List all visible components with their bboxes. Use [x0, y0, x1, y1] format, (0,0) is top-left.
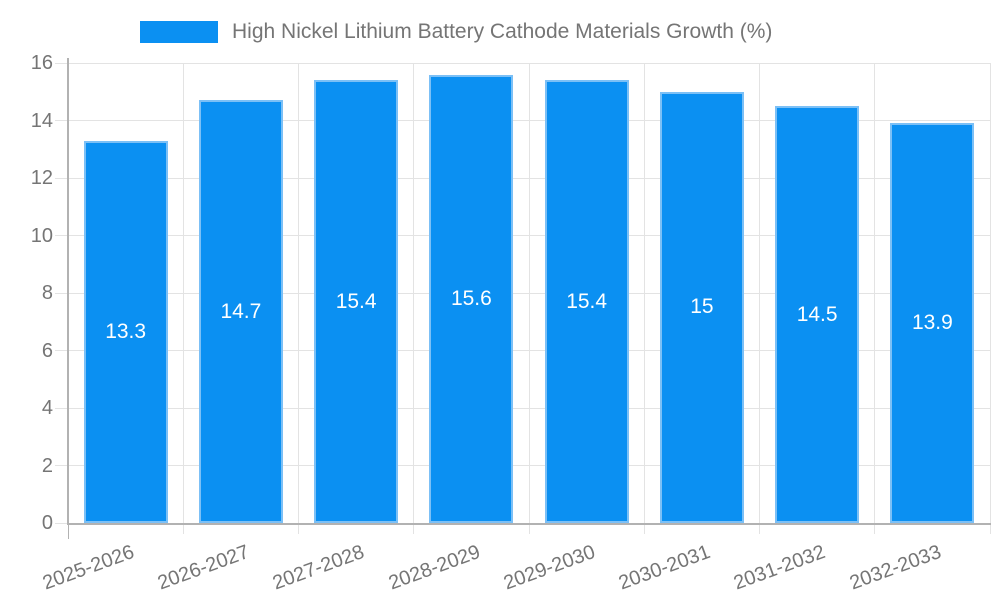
y-tick-mark [55, 235, 68, 236]
x-tick-label: 2031-2032 [731, 541, 829, 595]
x-tick-mark [413, 523, 415, 534]
x-tick-mark [759, 523, 760, 534]
y-tick-label: 2 [41, 454, 53, 477]
x-gridline [182, 63, 184, 523]
y-tick-mark [55, 120, 68, 121]
x-gridline [298, 63, 299, 523]
x-tick-mark [67, 523, 69, 539]
x-tick-mark [874, 523, 876, 534]
x-gridline [528, 63, 530, 523]
x-tick-mark [298, 523, 299, 534]
bar[interactable]: 15.6 [429, 74, 514, 523]
y-tick-mark [55, 177, 68, 179]
x-gridline [413, 63, 415, 523]
x-tick-mark [643, 523, 645, 534]
bar[interactable]: 14.5 [775, 106, 860, 523]
y-tick-label: 0 [41, 512, 53, 534]
y-tick-label: 4 [41, 397, 53, 419]
y-tick-label: 6 [41, 339, 53, 362]
y-tick-mark [55, 350, 68, 351]
x-tick-label: 2025-2026 [39, 541, 138, 595]
bar-value-label: 15 [690, 295, 714, 319]
y-axis-line [67, 58, 69, 525]
x-gridline [643, 63, 645, 523]
x-gridline [759, 63, 760, 523]
y-tick-mark [55, 522, 68, 524]
x-tick-label: 2029-2030 [500, 541, 599, 595]
legend-label: High Nickel Lithium Battery Cathode Mate… [232, 20, 773, 43]
bar-value-label: 15.6 [450, 286, 492, 310]
x-axis-line [67, 523, 991, 525]
y-tick-label: 16 [30, 52, 53, 74]
bar-value-label: 14.7 [220, 299, 262, 323]
bar[interactable]: 14.7 [198, 100, 283, 523]
bar[interactable]: 15.4 [314, 80, 399, 523]
bar[interactable]: 15 [659, 91, 744, 523]
x-gridline [874, 63, 876, 523]
y-tick-mark [55, 62, 68, 64]
y-tick-label: 12 [30, 167, 53, 189]
y-tick-mark [55, 465, 68, 466]
y-tick-label: 10 [30, 224, 53, 247]
x-tick-mark [182, 523, 184, 534]
y-tick-mark [55, 407, 68, 409]
legend-swatch [140, 21, 218, 43]
x-tick-label: 2027-2028 [270, 541, 368, 595]
x-tick-mark [528, 523, 530, 534]
x-tick-label: 2030-2031 [615, 541, 714, 595]
y-tick-label: 14 [30, 109, 53, 132]
bar-value-label: 13.9 [911, 311, 953, 335]
x-tick-label: 2026-2027 [154, 541, 253, 595]
bar-value-label: 15.4 [335, 289, 377, 313]
legend[interactable]: High Nickel Lithium Battery Cathode Mate… [140, 17, 772, 47]
bar[interactable]: 13.3 [83, 140, 168, 523]
bar-value-label: 14.5 [796, 302, 838, 326]
bar-value-label: 13.3 [105, 319, 147, 343]
x-tick-mark [989, 523, 991, 534]
y-tick-label: 8 [41, 282, 53, 304]
x-tick-label: 2028-2029 [385, 541, 483, 595]
x-gridline [989, 63, 991, 523]
bar-value-label: 15.4 [566, 289, 608, 313]
y-tick-mark [55, 292, 68, 294]
x-tick-label: 2032-2033 [846, 541, 944, 595]
bar[interactable]: 15.4 [544, 80, 629, 523]
bar[interactable]: 13.9 [890, 123, 975, 523]
